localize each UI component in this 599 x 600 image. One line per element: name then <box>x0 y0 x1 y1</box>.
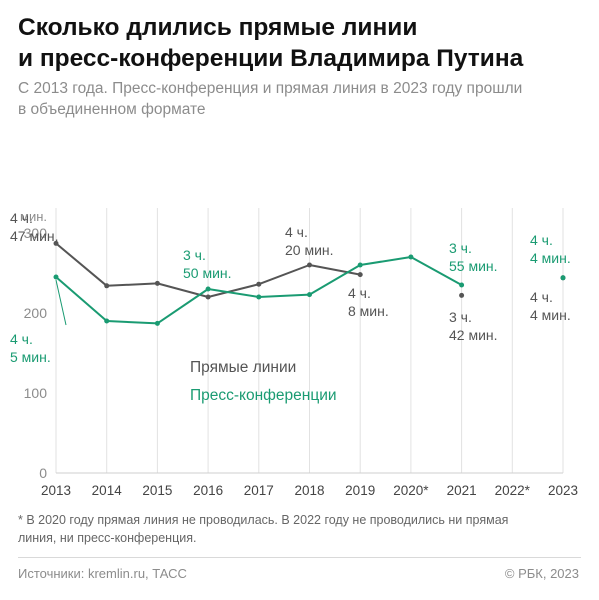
series-point-2 <box>53 274 59 280</box>
data-label: 8 мин. <box>348 303 389 319</box>
x-tick-label: 2020* <box>393 483 429 498</box>
x-tick-label: 2021 <box>447 483 477 498</box>
series-point-2 <box>307 292 312 298</box>
series-point-2 <box>560 275 566 281</box>
source-note: Источники: kremlin.ru, ТАСС <box>18 566 187 581</box>
data-label: 3 ч. <box>449 240 472 256</box>
series-point-2 <box>154 320 160 326</box>
y-axis-label: мин. <box>20 209 47 224</box>
x-tick-label: 2019 <box>345 483 375 498</box>
footer-divider <box>18 557 581 558</box>
series-point-1 <box>357 272 363 278</box>
data-label: 3 ч. <box>183 247 206 263</box>
data-label: 50 мин. <box>183 265 232 281</box>
data-label: 47 мин. <box>10 228 59 244</box>
footnote-line-2: линия, ни пресс-конференция. <box>18 531 197 545</box>
series-point-1 <box>307 262 312 268</box>
series-point-2 <box>408 254 414 260</box>
x-tick-label: 2018 <box>294 483 324 498</box>
x-tick-label: 2022* <box>495 483 531 498</box>
series-point-2 <box>256 294 262 300</box>
data-label: 4 ч. <box>530 289 553 305</box>
series-point-2 <box>104 318 110 324</box>
data-label: 42 мин. <box>449 327 498 343</box>
data-label: 20 мин. <box>285 242 334 258</box>
x-tick-label: 2015 <box>142 483 172 498</box>
series-point-1 <box>205 294 211 300</box>
legend-entry-press-conference: Пресс-конференции <box>190 387 337 404</box>
series-point-1 <box>256 281 262 287</box>
subtitle-line-2: в объединенном формате <box>18 101 206 118</box>
series-point-2 <box>205 286 211 292</box>
data-label: 4 ч. <box>285 224 308 240</box>
series-point-1 <box>53 240 59 246</box>
data-label: 55 мин. <box>449 258 498 274</box>
x-tick-label: 2013 <box>41 483 71 498</box>
data-label: 4 мин. <box>530 307 571 323</box>
series-point-1 <box>154 280 160 286</box>
x-tick-label: 2014 <box>92 483 123 498</box>
y-tick-label: 100 <box>24 385 48 401</box>
data-label: 3 ч. <box>449 309 472 325</box>
footnote-line-1: * В 2020 году прямая линия не проводилас… <box>18 513 509 527</box>
title-line-1: Сколько длились прямые линии <box>18 14 418 41</box>
page-title: Сколько длились прямые линии и пресс-кон… <box>18 12 588 74</box>
x-tick-label: 2017 <box>244 483 274 498</box>
y-tick-label: 200 <box>24 305 48 321</box>
series-point-2 <box>357 262 363 268</box>
series-point-1 <box>459 292 465 298</box>
data-label: 4 ч. <box>10 331 33 347</box>
data-label: 4 ч. <box>530 232 553 248</box>
x-tick-label: 2016 <box>193 483 223 498</box>
title-line-2: и пресс-конференции Владимира Путина <box>18 45 524 72</box>
data-label: 4 ч. <box>10 210 33 226</box>
subtitle-line-1: С 2013 года. Пресс-конференция и прямая … <box>18 80 523 97</box>
series-point-2 <box>459 282 465 288</box>
y-tick-label: 300 <box>24 225 48 241</box>
legend-entry-direct-line: Прямые линии <box>190 359 296 376</box>
footnote: * В 2020 году прямая линия не проводилас… <box>18 511 588 547</box>
copyright: © РБК, 2023 <box>504 566 579 581</box>
data-label-leader <box>55 279 67 326</box>
series-point-1 <box>104 283 110 289</box>
page-subtitle: С 2013 года. Пресс-конференция и прямая … <box>18 78 588 120</box>
data-label: 4 мин. <box>530 250 571 266</box>
y-tick-label: 0 <box>39 465 47 481</box>
data-label: 5 мин. <box>10 349 51 365</box>
x-tick-label: 2023 <box>548 483 578 498</box>
data-label: 4 ч. <box>348 285 371 301</box>
